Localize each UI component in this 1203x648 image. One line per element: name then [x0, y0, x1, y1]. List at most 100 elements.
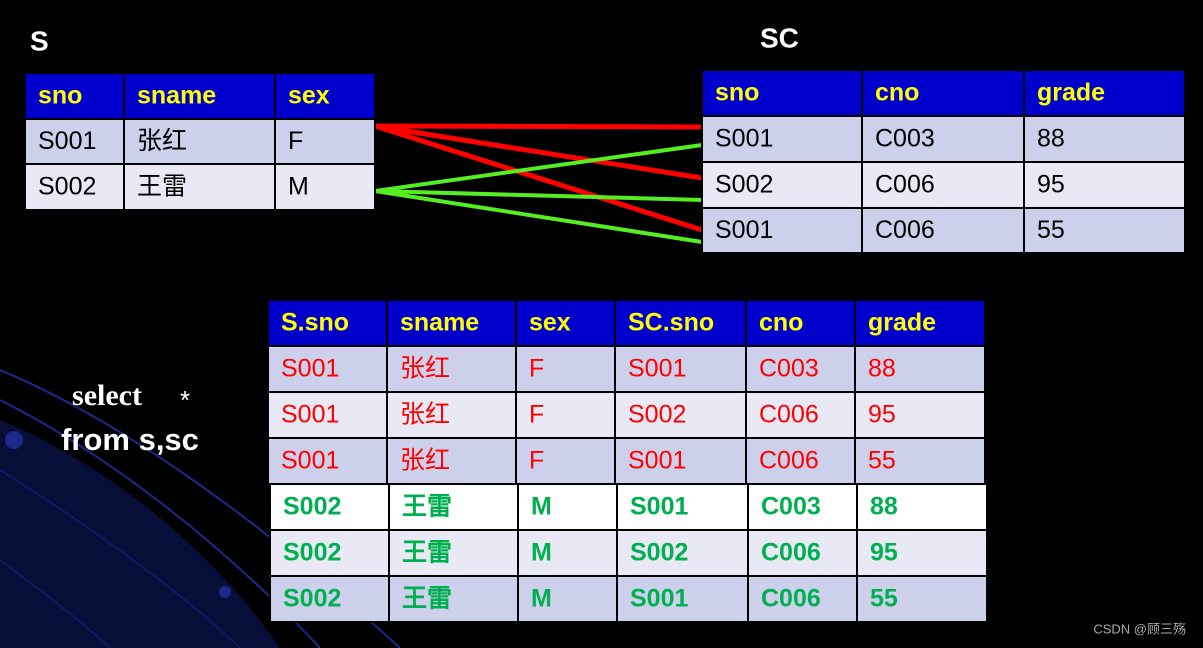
cell-text: 王雷	[402, 493, 452, 521]
cell	[269, 529, 390, 577]
cell	[274, 163, 376, 211]
cell	[745, 391, 856, 439]
cell	[745, 345, 856, 393]
cell	[854, 299, 986, 347]
cell-text: S001	[281, 447, 339, 475]
cell	[861, 161, 1025, 209]
cell	[386, 299, 517, 347]
cell-text: sname	[137, 82, 216, 110]
table-title: SC	[760, 22, 799, 53]
cell	[515, 391, 616, 439]
cell-text: 张红	[400, 355, 450, 383]
cell-text: S001	[281, 355, 339, 383]
cell-text: S002	[283, 585, 341, 613]
cell-text: C003	[875, 125, 935, 153]
cell-text: sex	[529, 309, 571, 337]
cell-text: grade	[1037, 79, 1105, 107]
cell-text: 88	[868, 355, 896, 383]
cell-text: sno	[38, 82, 82, 110]
cell-text: S002	[283, 493, 341, 521]
query-keyword: select	[72, 379, 142, 412]
cell-text: S001	[281, 401, 339, 429]
cell	[274, 72, 376, 120]
decor-dot	[5, 431, 23, 449]
cell	[614, 391, 747, 439]
cell-text: S001	[630, 493, 688, 521]
cell-text: S001	[628, 447, 686, 475]
table-title: S	[30, 25, 49, 56]
cell-text: 55	[868, 447, 896, 475]
cell	[24, 118, 125, 165]
cell-text: sname	[400, 309, 479, 337]
cell	[701, 115, 863, 163]
cell-text: 95	[868, 401, 896, 429]
decor-glow	[0, 420, 280, 648]
cell	[747, 483, 858, 531]
cell-text: cno	[759, 309, 803, 337]
cell	[123, 118, 276, 165]
cell	[388, 575, 519, 623]
cell-text: 张红	[400, 401, 450, 429]
cell-text: C006	[761, 585, 821, 613]
cell-text: F	[529, 401, 544, 429]
cell	[517, 483, 618, 531]
cell-text: sno	[715, 79, 759, 107]
query-from: from s,sc	[61, 422, 199, 457]
cell-text: S002	[630, 539, 688, 567]
cell-text: S002	[628, 401, 686, 429]
cell-text: S001	[630, 585, 688, 613]
cell	[1023, 69, 1186, 117]
cell-text: C006	[759, 447, 819, 475]
cell-text: S001	[628, 355, 686, 383]
cell	[856, 483, 988, 531]
cell	[616, 575, 749, 623]
cell	[1023, 207, 1186, 254]
cell	[274, 118, 376, 165]
cell	[854, 345, 986, 393]
cell-text: 88	[1037, 125, 1065, 153]
query-star: *	[180, 385, 190, 415]
cell-text: 88	[870, 493, 898, 521]
cell	[861, 115, 1025, 163]
cell-text: C006	[875, 171, 935, 199]
cell-text: SC.sno	[628, 309, 714, 337]
cell	[386, 345, 517, 393]
cell-text: 张红	[137, 127, 187, 155]
cell-text: M	[288, 173, 309, 201]
cell-text: C006	[759, 401, 819, 429]
cell	[24, 72, 125, 120]
cell-text: S002	[283, 539, 341, 567]
cell-text: M	[531, 585, 552, 613]
cell	[616, 529, 749, 577]
cell	[267, 345, 388, 393]
cell-text: 55	[1037, 216, 1065, 244]
cell-text: cno	[875, 79, 919, 107]
cell-text: 95	[1037, 171, 1065, 199]
cell-text: C003	[761, 493, 821, 521]
cell-text: F	[529, 355, 544, 383]
cell	[386, 437, 517, 485]
cell-text: S002	[715, 171, 773, 199]
cell	[701, 207, 863, 254]
cell-text: 95	[870, 539, 898, 567]
cell	[856, 529, 988, 577]
join-lines	[374, 123, 703, 244]
cell	[388, 529, 519, 577]
cell	[747, 575, 858, 623]
cell-text: S001	[715, 216, 773, 244]
cell	[856, 575, 988, 623]
watermark: CSDN @顾三殇	[1093, 621, 1186, 636]
cell-text: 55	[870, 585, 898, 613]
cell-text: 王雷	[137, 173, 187, 201]
cell-text: 张红	[400, 447, 450, 475]
cell-text: M	[531, 539, 552, 567]
cell	[517, 529, 618, 577]
cell-text: 王雷	[402, 539, 452, 567]
cell	[854, 437, 986, 485]
cell-text: F	[529, 447, 544, 475]
cell	[388, 483, 519, 531]
cell-text: C006	[875, 216, 935, 244]
cell-text: C006	[761, 539, 821, 567]
cell-text: S001	[38, 127, 96, 155]
cell-text: 王雷	[402, 585, 452, 613]
